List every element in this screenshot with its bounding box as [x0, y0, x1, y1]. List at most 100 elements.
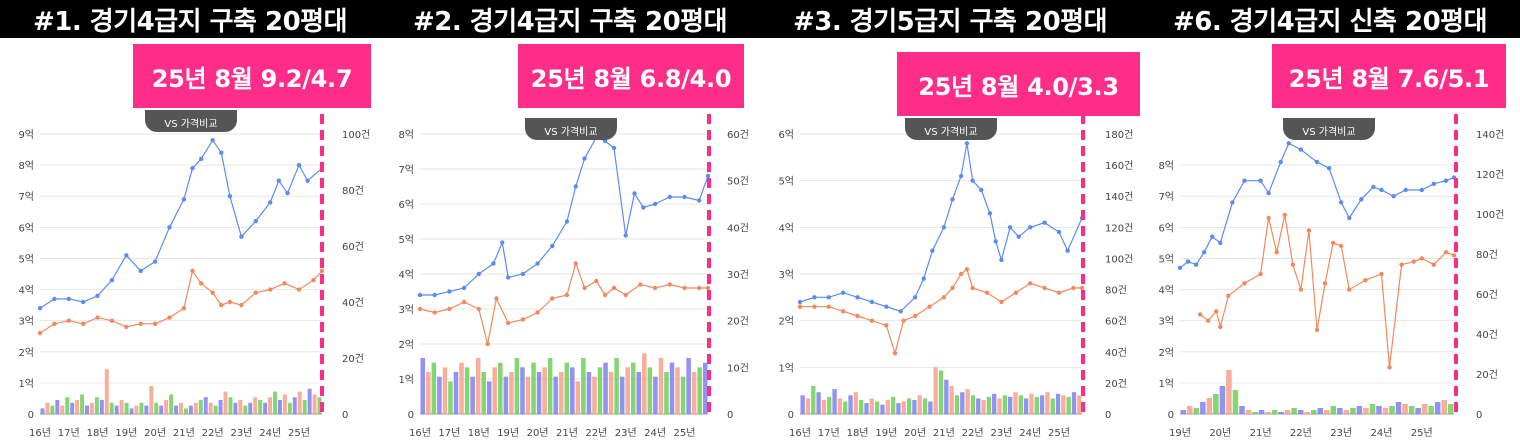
volume-bar [1434, 402, 1441, 414]
volume-bar [1297, 410, 1304, 414]
volume-bar [827, 396, 832, 414]
volume-bar [1023, 398, 1029, 414]
price-point [840, 309, 846, 314]
y-right-tick-label: 160건 [1105, 160, 1133, 172]
y-right-tick-label: 100건 [1476, 209, 1504, 221]
price-point [296, 287, 302, 292]
volume-bar [238, 400, 243, 414]
x-tick-label: 18년 [847, 427, 869, 439]
volume-bar [832, 389, 837, 414]
y-right-tick-label: 60건 [727, 129, 749, 141]
y-left-tick-label: 4억 [778, 222, 794, 234]
volume-bar [1310, 410, 1317, 414]
price-point [987, 211, 993, 216]
volume-bar [85, 405, 89, 414]
price-point [1042, 220, 1047, 225]
price-point [1347, 215, 1352, 221]
volume-bar [50, 405, 55, 414]
y-left-tick-label: 2억 [18, 347, 34, 359]
volume-bar [547, 358, 553, 414]
volume-bar [1034, 396, 1039, 414]
price-point [305, 178, 310, 183]
volume-bar [317, 397, 322, 414]
price-point [476, 271, 481, 277]
price-point [494, 296, 499, 301]
price-point [869, 318, 875, 323]
price-point [1391, 194, 1396, 199]
price-point [632, 191, 637, 196]
chart-panel-3: #3. 경기5급지 구축 20평대 0 1억 2억 3억 4억 5억 6억 0 20건 40건 60… [760, 0, 1140, 446]
volume-bar [697, 367, 702, 414]
volume-bar [597, 367, 603, 414]
price-point [167, 225, 172, 230]
volume-bar [933, 367, 938, 414]
price-point [219, 302, 224, 308]
volume-bar [253, 397, 258, 414]
chart-svg: 0 1억 2억 3억 4억 5억 6억 7억 8억 0 10건 20건 30건 40건 50건 60건 16년 1… [398, 98, 749, 439]
volume-bar [124, 402, 129, 414]
chart-panel-4: #6. 경기4급지 신축 20평대 0 1억 2억 3억 4억 5억 6억 7억 8억 0 20건 4… [1140, 0, 1520, 446]
price-point [550, 296, 555, 301]
price-point [1387, 365, 1392, 370]
price-point [210, 138, 215, 143]
volume-bar [874, 401, 880, 414]
price-point [520, 271, 526, 277]
volume-bar [208, 402, 213, 414]
volume-bar [938, 370, 944, 414]
price-point [984, 290, 990, 295]
price-point [535, 310, 540, 315]
volume-bar [880, 404, 885, 414]
price-point [855, 313, 860, 319]
y-right-tick-label: 60건 [1476, 289, 1498, 301]
volume-bar [669, 362, 675, 414]
y-left-tick-label: 5억 [778, 176, 794, 188]
price-point [138, 321, 143, 326]
price-point [550, 243, 555, 249]
volume-bar [75, 400, 80, 414]
price-point [1214, 309, 1219, 314]
price-point [1258, 271, 1263, 277]
volume-bar [297, 391, 302, 414]
price-point [476, 306, 481, 312]
y-right-tick-label: 30건 [727, 269, 749, 281]
price-line-orange [419, 261, 708, 345]
volume-bar [702, 362, 708, 414]
price-point [66, 296, 71, 302]
price-point [1443, 178, 1449, 183]
x-tick-label: 21년 [173, 427, 195, 439]
latest-callout: 25년 8월 6.8/4.0 [518, 44, 744, 108]
volume-bar [1376, 406, 1382, 414]
y-left-tick-label: 3억 [1158, 316, 1174, 328]
volume-bar [459, 362, 464, 414]
y-right-tick-label: 20건 [1105, 378, 1127, 390]
price-point [901, 318, 906, 323]
chart-panel-1: #1. 경기4급지 구축 20평대 0 1억 2억 3억 4억 5억 6억 7억 8억 9억 0 20… [0, 0, 380, 446]
price-point [892, 351, 898, 356]
volume-bar [542, 367, 547, 414]
price-point [964, 141, 970, 146]
volume-bar [1324, 410, 1330, 414]
volume-bar [614, 358, 619, 414]
price-line-blue [420, 136, 709, 296]
price-point [1379, 187, 1384, 193]
volume-bar [658, 358, 664, 414]
price-point [921, 276, 926, 281]
y-right-tick-label: 0 [1476, 410, 1482, 421]
price-point [1028, 225, 1033, 230]
price-point [1042, 285, 1047, 291]
y-left-tick-label: 1억 [18, 378, 34, 390]
y-left-tick-label: 4억 [1158, 285, 1174, 297]
volume-bar [94, 397, 99, 414]
price-point [1282, 212, 1287, 218]
volume-bar [1350, 408, 1356, 414]
x-tick-label: 17년 [58, 427, 80, 439]
volume-bar [917, 395, 922, 414]
volume-bar [1395, 402, 1402, 414]
volume-bar [233, 402, 238, 414]
price-point [594, 278, 599, 284]
price-point [958, 271, 964, 277]
price-point [198, 281, 204, 286]
volume-bar [1265, 412, 1271, 414]
price-point [1278, 159, 1283, 165]
volume-bar [213, 405, 218, 414]
